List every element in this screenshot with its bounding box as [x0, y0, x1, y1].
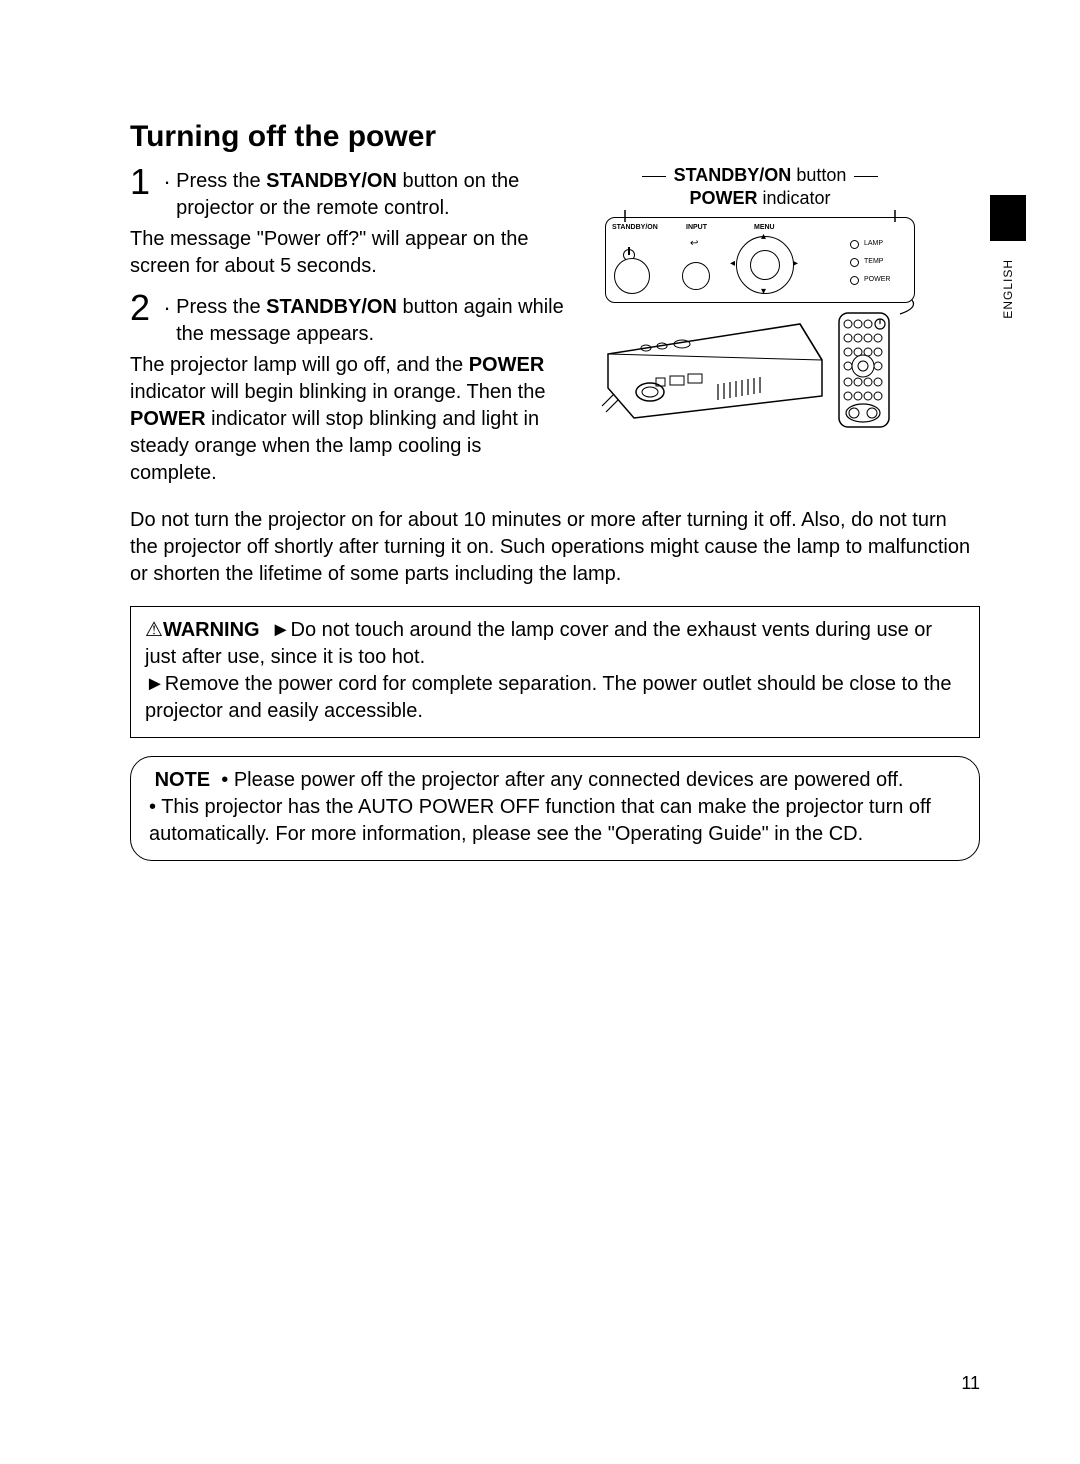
s2c-a: The projector lamp will go off, and the	[130, 354, 469, 376]
warning-arrow2-icon: ►	[145, 673, 165, 695]
step-1-dot: .	[164, 164, 170, 190]
warning-text-2: Remove the power cord for complete separ…	[145, 673, 952, 722]
step-1-number: 1	[130, 164, 158, 200]
step-2-number: 2	[130, 290, 158, 326]
standby-button-icon	[614, 258, 650, 294]
steps-column: 1 . Press the STANDBY/ON button on the p…	[130, 164, 570, 497]
panel-lbl-standby: STANDBY/ON	[612, 224, 658, 231]
cap2b: indicator	[757, 188, 830, 208]
projector-icon	[600, 314, 830, 424]
page-number: 11	[961, 1373, 980, 1394]
note-bullet-2: •	[149, 796, 156, 818]
panel-lbl-input: INPUT	[686, 224, 707, 231]
diagram-caption: STANDBY/ON button POWER indicator	[600, 164, 920, 211]
warning-box: ⚠WARNING ►Do not touch around the lamp c…	[130, 606, 980, 738]
note-label: NOTE	[155, 769, 211, 791]
warning-text-1: Do not touch around the lamp cover and t…	[145, 619, 932, 668]
step-1-bold: STANDBY/ON	[266, 170, 397, 192]
lamp-led-label: LAMP	[864, 240, 883, 247]
language-label: ENGLISH	[1001, 259, 1015, 319]
note-box: NOTE • Please power off the projector af…	[130, 756, 980, 861]
warning-triangle-icon: ⚠	[145, 619, 163, 641]
control-panel-diagram: STANDBY/ON INPUT MENU ↩ ▴ ▾ ◂ ▸ LAMP	[605, 217, 915, 303]
temp-led-icon	[850, 258, 859, 267]
section-heading: Turning off the power	[130, 120, 980, 154]
return-icon: ↩	[690, 238, 698, 249]
remote-connector-icon	[860, 298, 920, 316]
remote-icon	[836, 310, 892, 430]
step-2-dot: .	[164, 290, 170, 316]
s2c-d: POWER	[130, 408, 206, 430]
s2c-c: indicator will begin blinking in orange.…	[130, 381, 545, 403]
language-sidebar: ENGLISH	[990, 195, 1026, 319]
lamp-led-icon	[850, 240, 859, 249]
warning-label: WARNING	[163, 619, 260, 641]
step-1-continuation: The message "Power off?" will appear on …	[130, 226, 570, 280]
cap2a: POWER	[689, 188, 757, 208]
diagram-column: STANDBY/ON button POWER indicator STANDB…	[590, 164, 930, 497]
step-1-lead: Press the	[176, 170, 266, 192]
step-2-lead: Press the	[176, 296, 266, 318]
step-2-continuation: The projector lamp will go off, and the …	[130, 352, 570, 487]
step-1: 1 . Press the STANDBY/ON button on the p…	[130, 164, 570, 222]
body-paragraph: Do not turn the projector on for about 1…	[130, 507, 980, 588]
diagram: STANDBY/ON button POWER indicator STANDB…	[600, 164, 920, 424]
caption-connector-icon	[605, 210, 915, 222]
power-led-icon	[850, 276, 859, 285]
step-2: 2 . Press the STANDBY/ON button again wh…	[130, 290, 570, 348]
power-led-label: POWER	[864, 276, 890, 283]
cap1b: button	[791, 165, 846, 185]
temp-led-label: TEMP	[864, 258, 883, 265]
input-button-icon	[682, 262, 710, 290]
note-text-1: Please power off the projector after any…	[228, 769, 903, 791]
note-text-2: This projector has the AUTO POWER OFF fu…	[149, 796, 931, 845]
panel-lbl-menu: MENU	[754, 224, 775, 231]
step-2-body: Press the STANDBY/ON button again while …	[176, 294, 570, 348]
cap1a: STANDBY/ON	[674, 165, 792, 185]
warning-arrow1-icon: ►	[271, 619, 291, 641]
s2c-b: POWER	[469, 354, 545, 376]
step-1-body: Press the STANDBY/ON button on the proje…	[176, 168, 570, 222]
language-tab-marker	[990, 195, 1026, 241]
step-2-bold: STANDBY/ON	[266, 296, 397, 318]
